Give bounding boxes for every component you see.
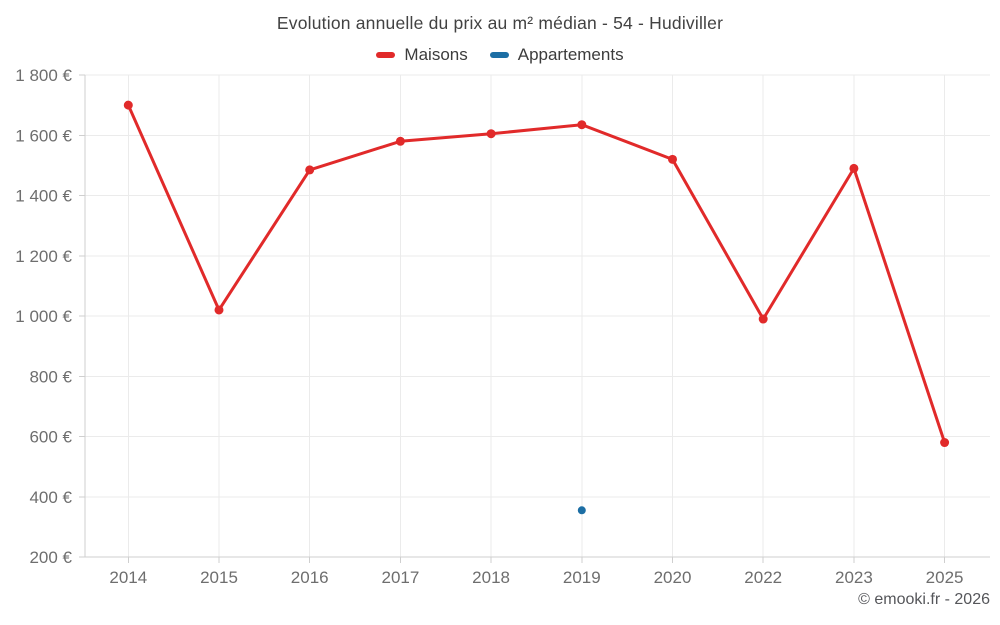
series-line-maisons	[126, 103, 947, 445]
x-tick-label: 2017	[381, 568, 419, 587]
data-point-appartements-2019[interactable]	[577, 506, 586, 515]
x-tick-label: 2015	[200, 568, 238, 587]
legend-item-appartements[interactable]: Appartements	[489, 45, 624, 65]
legend-label-appartements: Appartements	[517, 45, 624, 64]
data-point-maisons-2023[interactable]	[849, 163, 859, 173]
data-point-maisons-2015[interactable]	[214, 305, 224, 315]
maisons-series-swatch-icon	[376, 52, 396, 58]
data-point-maisons-2025[interactable]	[940, 438, 950, 448]
data-point-maisons-2017[interactable]	[395, 136, 405, 146]
y-tick-label: 1 200 €	[15, 247, 72, 266]
x-tick-label: 2014	[109, 568, 147, 587]
chart-title: Evolution annuelle du prix au m² médian …	[276, 13, 724, 33]
y-tick-label: 1 600 €	[15, 126, 72, 145]
data-point-maisons-2018[interactable]	[486, 129, 496, 139]
x-tick-label: 2025	[926, 568, 964, 587]
y-tick-label: 400 €	[29, 488, 72, 507]
appartements-series-swatch-icon	[489, 52, 509, 58]
data-point-maisons-2019[interactable]	[577, 120, 587, 130]
legend-label-maisons: Maisons	[404, 45, 468, 64]
attribution: © emooki.fr - 2026	[858, 591, 990, 608]
x-tick-label: 2022	[744, 568, 782, 587]
x-tick-label: 2019	[563, 568, 601, 587]
data-point-maisons-2016[interactable]	[305, 165, 315, 175]
legend-item-maisons[interactable]: Maisons	[376, 45, 468, 65]
x-tick-label: 2020	[654, 568, 692, 587]
x-tick-label: 2023	[835, 568, 873, 587]
data-point-maisons-2020[interactable]	[668, 154, 677, 164]
data-point-maisons-2014[interactable]	[123, 100, 133, 110]
y-tick-label: 200 €	[29, 548, 72, 567]
y-tick-label: 1 800 €	[15, 66, 72, 85]
y-tick-label: 1 400 €	[15, 187, 72, 206]
chart-legend: Maisons Appartements	[0, 45, 1000, 65]
x-tick-label: 2018	[472, 568, 510, 587]
y-tick-label: 1 000 €	[15, 307, 72, 326]
data-point-maisons-2022[interactable]	[758, 314, 768, 324]
x-tick-label: 2016	[291, 568, 329, 587]
y-tick-label: 600 €	[29, 428, 72, 447]
y-tick-label: 800 €	[29, 367, 72, 386]
